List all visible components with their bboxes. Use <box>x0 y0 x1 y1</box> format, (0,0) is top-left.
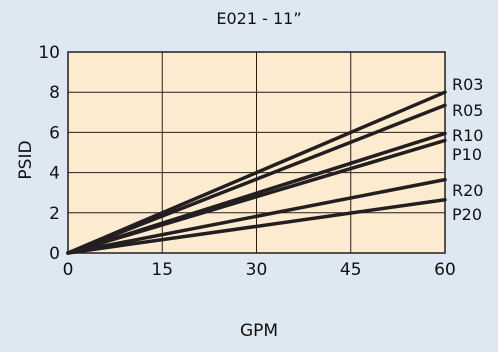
series-label-r05: R05 <box>452 101 483 120</box>
y-tick-label: 10 <box>38 43 60 63</box>
series-line-r03 <box>66 90 447 255</box>
y-axis-label: PSID <box>16 140 36 179</box>
x-axis-label: GPM <box>240 321 278 341</box>
series-line-r20 <box>66 177 447 255</box>
series-line-r05 <box>66 103 447 255</box>
x-tick-label: 30 <box>246 260 268 280</box>
y-tick-label: 2 <box>49 204 60 224</box>
x-tick-labels: 0 15 30 45 60 <box>63 260 456 280</box>
series-label-p10: P10 <box>452 145 482 164</box>
x-tick-label: 0 <box>63 260 74 280</box>
series-line-p20 <box>66 197 447 255</box>
y-tick-labels: 0 2 4 6 8 10 <box>38 43 60 264</box>
grid-lines <box>68 52 445 253</box>
chart-title: E021 - 11” <box>216 9 301 28</box>
series-lines <box>66 90 447 255</box>
y-tick-label: 8 <box>49 83 60 103</box>
y-tick-label: 0 <box>49 244 60 264</box>
x-tick-label: 45 <box>340 260 362 280</box>
x-tick-label: 60 <box>434 260 456 280</box>
series-label-p20: P20 <box>452 205 482 224</box>
plot-border <box>67 51 446 254</box>
series-line-p10 <box>66 138 447 255</box>
y-tick-label: 4 <box>49 164 60 184</box>
y-tick-label: 6 <box>49 123 60 143</box>
series-label-r20: R20 <box>452 181 483 200</box>
series-label-r10: R10 <box>452 126 483 145</box>
x-tick-label: 15 <box>151 260 173 280</box>
series-label-r03: R03 <box>452 75 483 94</box>
